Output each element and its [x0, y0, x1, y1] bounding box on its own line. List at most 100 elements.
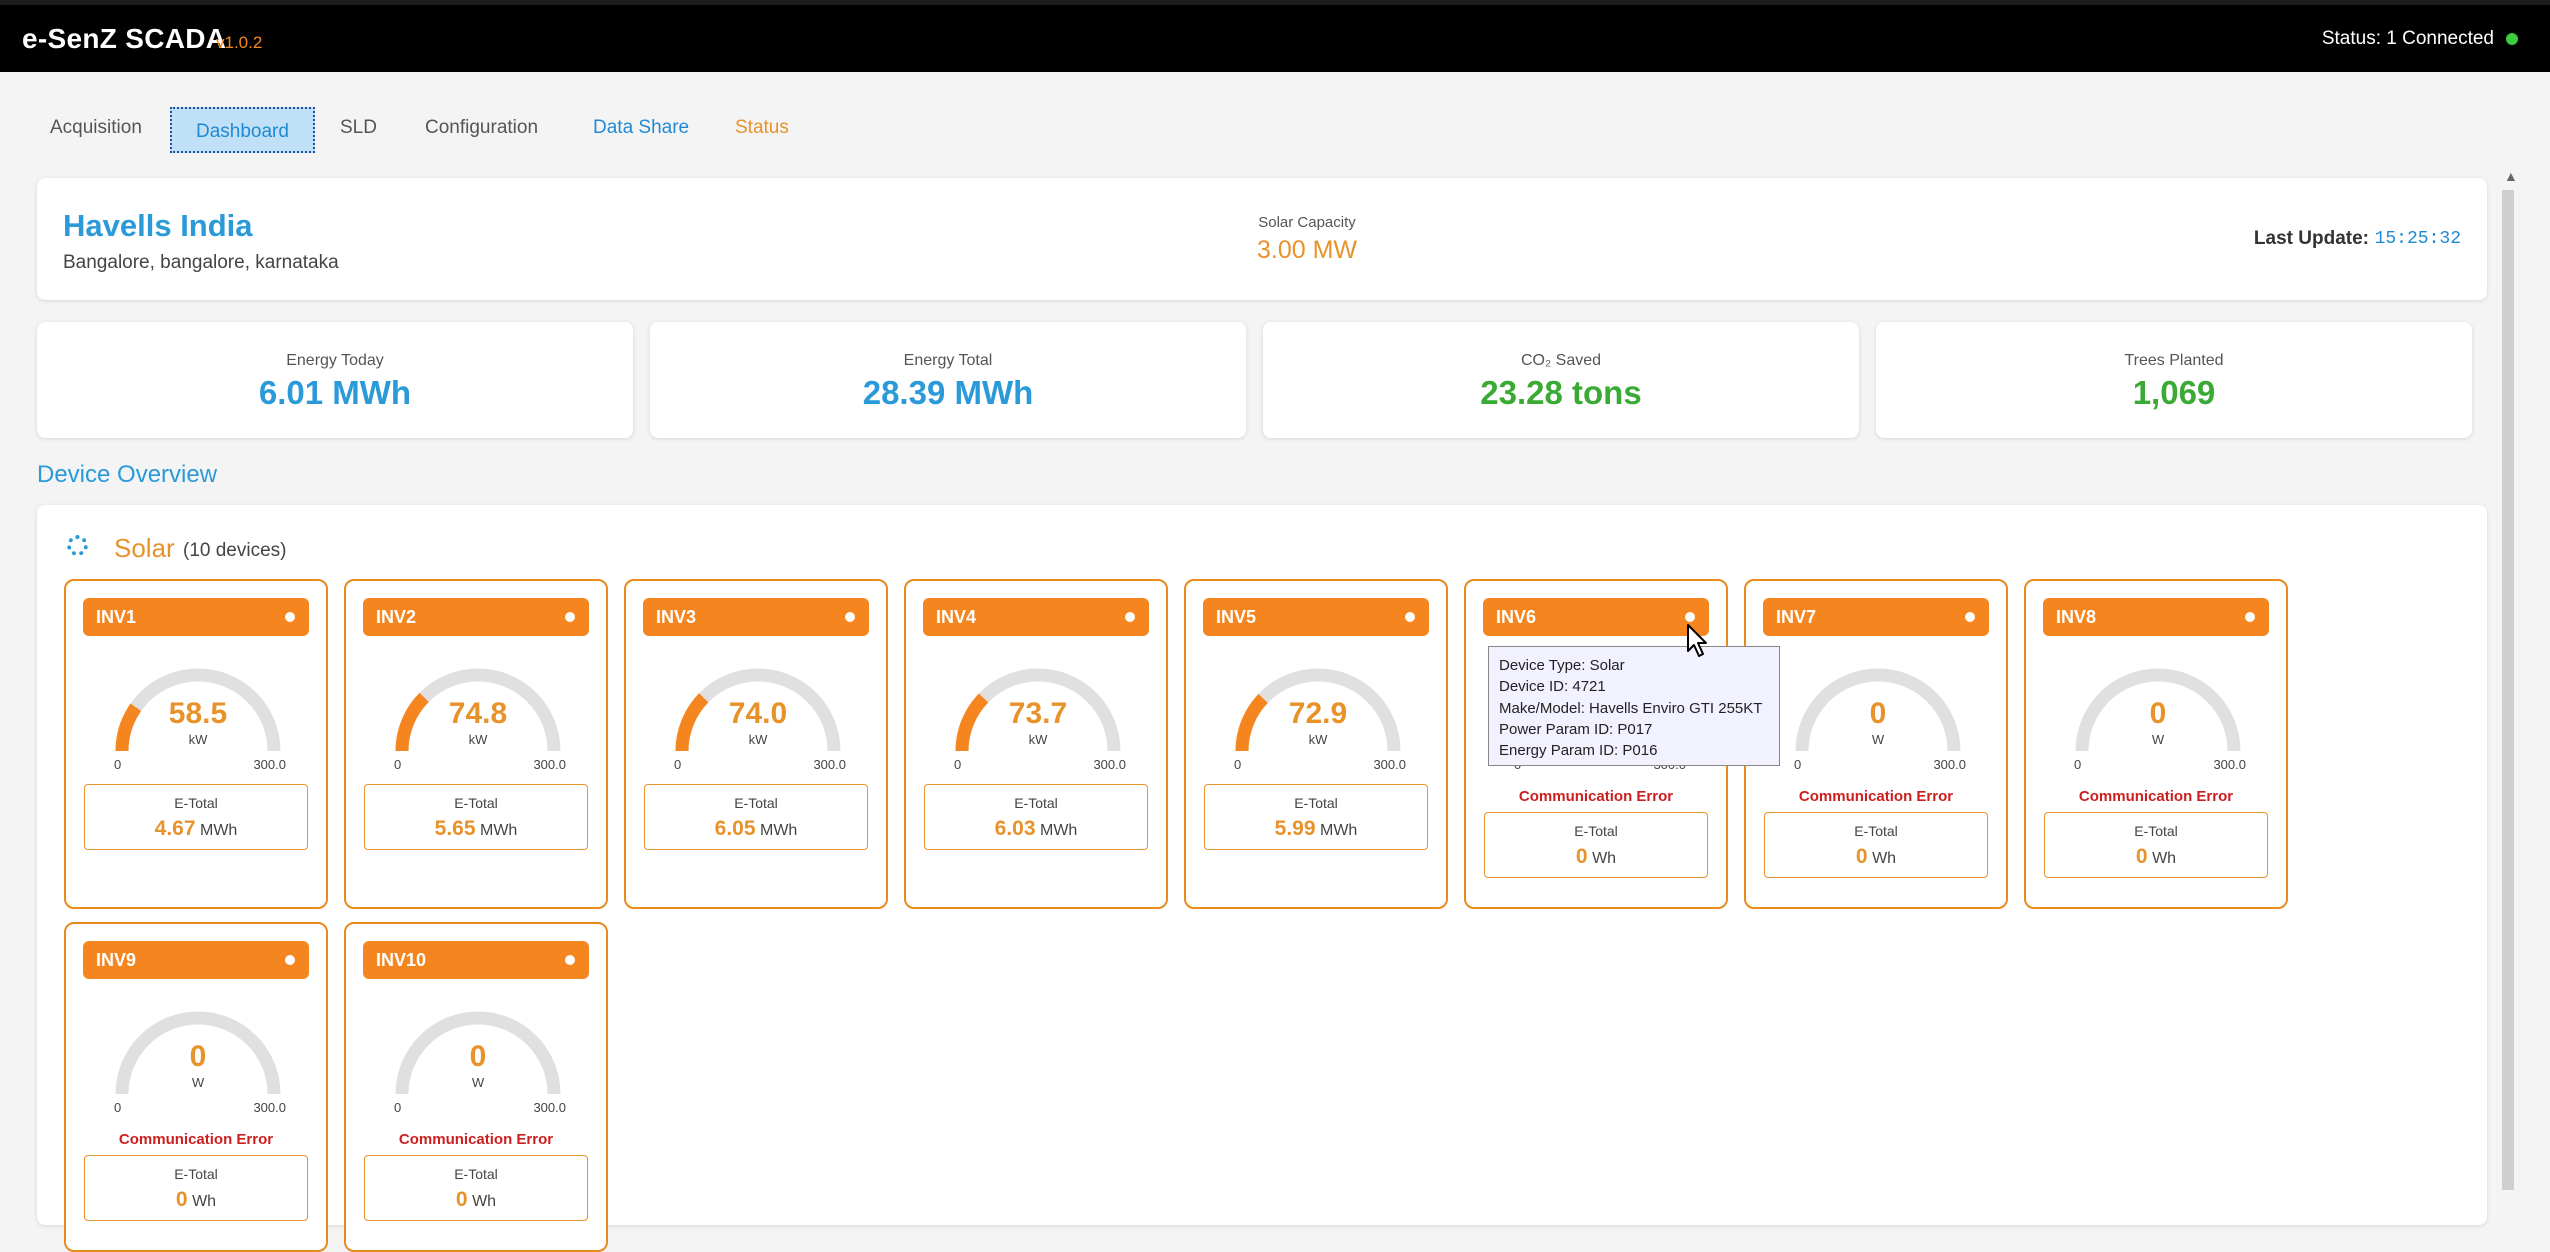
tooltip-line: Make/Model: Havells Enviro GTI 255KT — [1499, 699, 1763, 717]
etotal-value: 0 — [175, 1188, 188, 1211]
etotal-unit: Wh — [2152, 850, 2177, 867]
solar-capacity-label: Solar Capacity — [1258, 214, 1356, 231]
etotal-label: E-Total — [174, 1166, 218, 1182]
inverter-card-inv4[interactable]: INV4 73.7 kW 0 300.0 E-Total 6.03 MWh — [904, 579, 1168, 909]
tab-sld[interactable]: SLD — [340, 117, 377, 138]
gauge-min-label: 0 — [954, 757, 962, 772]
power-gauge: 58.5 kW — [115, 668, 281, 752]
title-bar: e-SenZ SCADA v1.0.2 Status: 1 Connected — [0, 0, 2550, 72]
gauge-value: 0 — [2150, 697, 2167, 730]
stat-card-trees-planted: Trees Planted 1,069 — [1876, 322, 2472, 438]
gauge-min-label: 0 — [394, 757, 402, 772]
stat-card-energy-today: Energy Today 6.01 MWh — [37, 322, 633, 438]
etotal-label: E-Total — [174, 795, 218, 811]
etotal-box: E-Total 0 Wh — [2044, 812, 2268, 878]
etotal-label: E-Total — [1854, 823, 1898, 839]
gauge-max-label: 300.0 — [253, 757, 286, 772]
device-group-name: Solar — [114, 533, 175, 563]
plant-location: Bangalore, bangalore, karnataka — [63, 252, 339, 273]
etotal-value: 6.05 — [714, 817, 756, 840]
inverter-header[interactable]: INV8 — [2043, 598, 2269, 636]
inverter-name: INV1 — [96, 607, 137, 627]
inverter-header[interactable]: INV3 — [643, 598, 869, 636]
etotal-value-row: 5.65 MWh — [365, 817, 587, 841]
gauge-unit: W — [192, 1075, 205, 1090]
status-dot-icon — [285, 955, 295, 965]
status-dot-icon — [1685, 612, 1695, 622]
stat-card-co2-saved: CO₂ Saved 23.28 tons — [1263, 322, 1859, 438]
tab-status[interactable]: Status — [735, 117, 789, 138]
etotal-label: E-Total — [1294, 795, 1338, 811]
inverter-header[interactable]: INV1 — [83, 598, 309, 636]
status-dot-icon — [845, 612, 855, 622]
power-gauge: 74.8 kW — [395, 668, 561, 752]
gauge-max-label: 300.0 — [813, 757, 846, 772]
gauge-value: 0 — [470, 1040, 487, 1073]
inverter-card-inv3[interactable]: INV3 74.0 kW 0 300.0 E-Total 6.05 MWh — [624, 579, 888, 909]
etotal-value-row: 4.67 MWh — [85, 817, 307, 841]
gauge-value: 74.0 — [729, 697, 787, 730]
device-group-count: (10 devices) — [183, 540, 287, 561]
gauge-max-label: 300.0 — [533, 757, 566, 772]
inverter-name: INV7 — [1776, 607, 1817, 627]
inverter-header[interactable]: INV7 — [1763, 598, 1989, 636]
etotal-unit: MWh — [760, 822, 798, 839]
inverter-header[interactable]: INV6 — [1483, 598, 1709, 636]
tab-dashboard[interactable]: Dashboard — [170, 107, 315, 153]
tooltip-line: Power Param ID: P017 — [1499, 720, 1653, 738]
inverter-name: INV6 — [1496, 607, 1537, 627]
stat-value: 28.39 MWh — [862, 374, 1034, 411]
gauge-unit: kW — [749, 732, 769, 747]
tab-data-share[interactable]: Data Share — [593, 117, 690, 138]
etotal-value-row: 0 Wh — [1485, 845, 1707, 869]
etotal-box: E-Total 0 Wh — [1764, 812, 1988, 878]
inverter-card-inv5[interactable]: INV5 72.9 kW 0 300.0 E-Total 5.99 MWh — [1184, 579, 1448, 909]
inverter-header[interactable]: INV9 — [83, 941, 309, 979]
scrollbar-thumb[interactable] — [2502, 190, 2514, 1190]
inverter-card-inv2[interactable]: INV2 74.8 kW 0 300.0 E-Total 5.65 MWh — [344, 579, 608, 909]
gauge-max-label: 300.0 — [1373, 757, 1406, 772]
stat-card-energy-total: Energy Total 28.39 MWh — [650, 322, 1246, 438]
stat-value: 23.28 tons — [1480, 374, 1642, 411]
power-gauge: 0W — [395, 1011, 561, 1095]
gauge-value: 73.7 — [1009, 697, 1067, 730]
device-overview-title: Device Overview — [37, 461, 218, 488]
mouse-cursor-icon — [1687, 624, 1707, 657]
inverter-card-inv8[interactable]: INV8 0 W 0 300.0 Communication Error E-Total 0 … — [2024, 579, 2288, 909]
inverter-card-inv1[interactable]: INV1 58.5 kW 0 300.0 E-Total 4.67 MWh — [64, 579, 328, 909]
tab-acquisition[interactable]: Acquisition — [50, 117, 142, 138]
page-scrollbar[interactable]: ▲ — [2500, 168, 2518, 1198]
stat-value: 1,069 — [2132, 374, 2216, 411]
inverter-card-inv9[interactable]: INV9 0 W 0 300.0 Communication Error E-Total 0 … — [64, 922, 328, 1252]
status-dot-icon — [565, 612, 575, 622]
inverter-header[interactable]: INV2 — [363, 598, 589, 636]
inverter-card-inv7[interactable]: INV7 0 W 0 300.0 Communication Error E-Total 0 … — [1744, 579, 2008, 909]
communication-error: Communication Error — [1518, 788, 1674, 805]
inverter-card-inv10[interactable]: INV10 0 W 0 300.0 Communication Error E-Total 0… — [344, 922, 608, 1252]
etotal-box: E-Total 4.67 MWh — [84, 784, 308, 850]
tab-configuration[interactable]: Configuration — [425, 117, 539, 138]
power-gauge: 0W — [115, 1011, 281, 1095]
communication-error: Communication Error — [118, 1131, 274, 1148]
status-dot-icon — [2245, 612, 2255, 622]
inverter-header[interactable]: INV4 — [923, 598, 1149, 636]
gauge-min-label: 0 — [1234, 757, 1242, 772]
etotal-value: 4.67 — [154, 817, 196, 840]
etotal-label: E-Total — [454, 1166, 498, 1182]
etotal-box: E-Total 0 Wh — [84, 1155, 308, 1221]
gauge-value: 0 — [1870, 697, 1887, 730]
app-version: v1.0.2 — [216, 33, 263, 52]
etotal-unit: MWh — [1040, 822, 1078, 839]
solar-ring-icon — [67, 535, 88, 556]
etotal-label: E-Total — [2134, 823, 2178, 839]
stat-label: Energy Total — [903, 352, 993, 369]
device-tooltip: Device Type: Solar Device ID: 4721 Make/… — [1488, 646, 1780, 766]
scroll-up-arrow-icon[interactable]: ▲ — [2504, 168, 2518, 184]
gauge-max-label: 300.0 — [253, 1100, 286, 1115]
gauge-value: 72.9 — [1289, 697, 1347, 730]
plant-header-card: Havells India Bangalore, bangalore, karn… — [37, 178, 2487, 300]
inverter-header[interactable]: INV10 — [363, 941, 589, 979]
inverter-header[interactable]: INV5 — [1203, 598, 1429, 636]
gauge-value: 0 — [190, 1040, 207, 1073]
inverter-name: INV10 — [376, 950, 427, 970]
